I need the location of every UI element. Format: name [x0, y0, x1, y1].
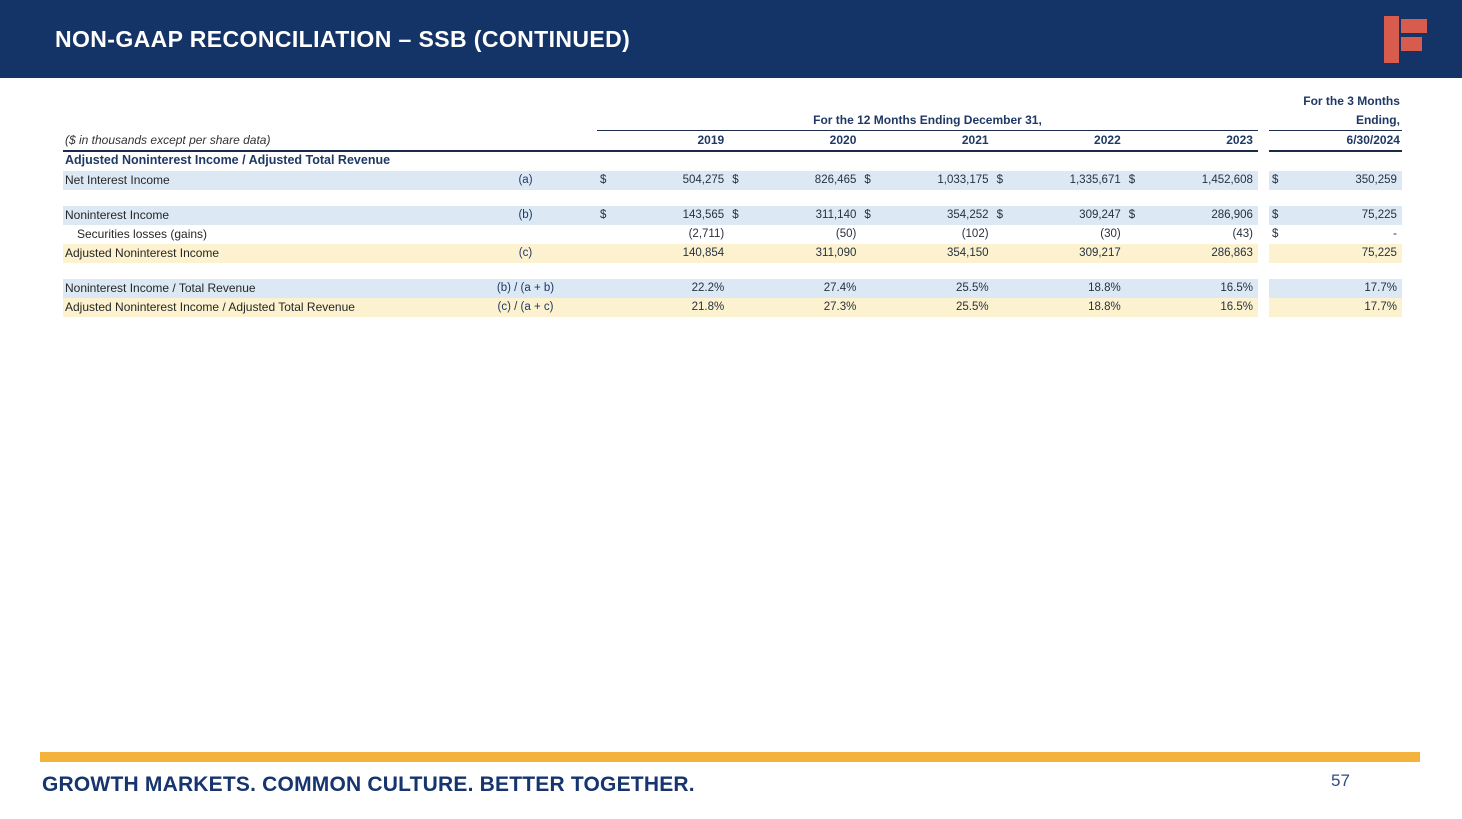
table-row-adjusted-ratio: Adjusted Noninterest Income / Adjusted T…: [63, 298, 1402, 317]
company-f-logo-icon: [1384, 16, 1432, 63]
year-column-header: 2023: [1125, 130, 1258, 152]
title-bar: NON-GAAP RECONCILIATION – SSB (CONTINUED…: [0, 0, 1462, 78]
value-cell: $1,033,175: [861, 171, 994, 190]
value-cell: 286,863: [1125, 244, 1258, 263]
value-cell: 17.7%: [1268, 279, 1402, 298]
row-label: Adjusted Noninterest Income: [63, 244, 478, 263]
value-cell: $350,259: [1268, 171, 1402, 190]
value-cell: 27.4%: [729, 279, 862, 298]
value-cell: (2,711): [597, 225, 730, 245]
table-header-row-2: For the 12 Months Ending December 31, En…: [63, 111, 1402, 131]
value-cell: 17.7%: [1268, 298, 1402, 317]
logo-vertical-bar: [1384, 16, 1399, 63]
value-cell: 21.8%: [597, 298, 730, 317]
slide-title: NON-GAAP RECONCILIATION – SSB (CONTINUED…: [55, 26, 631, 52]
table-row-securities-losses: Securities losses (gains) (2,711) (50) (…: [63, 225, 1402, 245]
row-label: Noninterest Income: [63, 206, 478, 225]
row-label: Noninterest Income / Total Revenue: [63, 279, 478, 298]
row-label: Securities losses (gains): [77, 227, 208, 241]
value-cell: (30): [993, 225, 1126, 245]
page-number: 57: [1331, 771, 1350, 790]
value-cell: 16.5%: [1125, 279, 1258, 298]
value-cell: 27.3%: [729, 298, 862, 317]
year-column-header: 2020: [729, 130, 862, 152]
table-row-adjusted-noninterest-income: Adjusted Noninterest Income (c) 140,854 …: [63, 244, 1402, 263]
row-label: Net Interest Income: [63, 171, 478, 190]
table-header-row-1: For the 3 Months: [63, 92, 1402, 111]
year-column-header: 2022: [993, 130, 1126, 152]
row-spacer: [63, 190, 1402, 206]
units-note: ($ in thousands except per share data): [63, 130, 573, 152]
value-cell: 75,225: [1268, 244, 1402, 263]
logo-top-bar: [1401, 19, 1427, 33]
value-cell: $309,247: [993, 206, 1126, 225]
row-label: Adjusted Noninterest Income / Adjusted T…: [63, 298, 478, 317]
logo-middle-bar: [1401, 37, 1422, 51]
value-cell: 18.8%: [993, 298, 1126, 317]
quarter-header-line1: For the 3 Months: [1303, 94, 1400, 108]
value-cell: 22.2%: [597, 279, 730, 298]
value-cell: (43): [1125, 225, 1258, 245]
value-cell: $826,465: [729, 171, 862, 190]
row-ref: [478, 225, 573, 245]
year-group-header: For the 12 Months Ending December 31,: [597, 111, 1258, 131]
value-cell: $75,225: [1268, 206, 1402, 225]
value-cell: 354,150: [861, 244, 994, 263]
row-ref: (c) / (a + c): [478, 298, 573, 317]
value-cell: 309,217: [993, 244, 1126, 263]
value-cell: (50): [729, 225, 862, 245]
value-cell: 311,090: [729, 244, 862, 263]
table-row-noninterest-income-ratio: Noninterest Income / Total Revenue (b) /…: [63, 279, 1402, 298]
value-cell: 16.5%: [1125, 298, 1258, 317]
section-header: Adjusted Noninterest Income / Adjusted T…: [65, 153, 391, 167]
reconciliation-table: For the 3 Months For the 12 Months Endin…: [63, 92, 1402, 317]
quarter-date-header: 6/30/2024: [1268, 130, 1402, 152]
value-cell: $286,906: [1125, 206, 1258, 225]
value-cell: $1,452,608: [1125, 171, 1258, 190]
value-cell: $311,140: [729, 206, 862, 225]
row-ref: (a): [478, 171, 573, 190]
year-column-header: 2019: [597, 130, 730, 152]
row-spacer: [63, 263, 1402, 279]
table-row-noninterest-income: Noninterest Income (b) $143,565 $311,140…: [63, 206, 1402, 225]
footer-tagline: GROWTH MARKETS. COMMON CULTURE. BETTER T…: [42, 773, 695, 796]
footer-accent-bar: [40, 752, 1420, 762]
value-cell: 25.5%: [861, 298, 994, 317]
value-cell: $1,335,671: [993, 171, 1126, 190]
value-cell: $143,565: [597, 206, 730, 225]
value-cell: $ -: [1268, 225, 1402, 245]
quarter-header-line2: Ending,: [1268, 111, 1402, 131]
row-ref: (c): [478, 244, 573, 263]
value-cell: $504,275: [597, 171, 730, 190]
value-cell: 140,854: [597, 244, 730, 263]
year-column-header: 2021: [861, 130, 994, 152]
section-header-row: Adjusted Noninterest Income / Adjusted T…: [63, 150, 1402, 171]
table-header-row-3: ($ in thousands except per share data) 2…: [63, 130, 1402, 152]
table-row-net-interest-income: Net Interest Income (a) $504,275 $826,46…: [63, 171, 1402, 190]
row-ref: (b) / (a + b): [478, 279, 573, 298]
row-ref: (b): [478, 206, 573, 225]
value-cell: $354,252: [861, 206, 994, 225]
value-cell: 18.8%: [993, 279, 1126, 298]
value-cell: 25.5%: [861, 279, 994, 298]
value-cell: (102): [861, 225, 994, 245]
